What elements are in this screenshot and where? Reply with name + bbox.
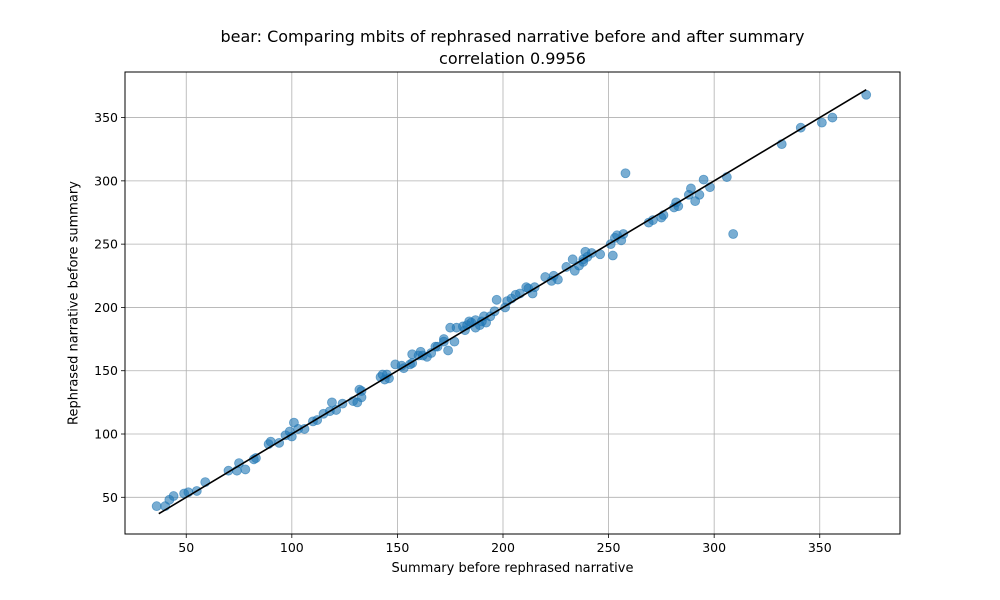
- data-point: [686, 183, 696, 194]
- x-tick-label: 300: [702, 540, 726, 555]
- x-tick-label: 150: [385, 540, 409, 555]
- data-point: [567, 254, 578, 265]
- data-point: [607, 250, 618, 261]
- chart-subtitle: correlation 0.9956: [439, 49, 586, 68]
- y-tick-label: 100: [94, 427, 118, 442]
- data-point: [327, 397, 337, 408]
- y-tick-label: 50: [102, 490, 118, 505]
- data-points: [151, 89, 872, 512]
- data-point: [620, 168, 631, 179]
- y-tick-label: 200: [94, 300, 118, 315]
- data-point: [491, 294, 502, 305]
- x-tick-label: 200: [491, 540, 515, 555]
- data-point: [151, 501, 162, 512]
- data-point: [728, 229, 739, 239]
- data-point: [240, 464, 251, 475]
- y-tick-label: 150: [94, 363, 118, 378]
- grid: [125, 72, 900, 534]
- x-tick-label: 250: [597, 540, 621, 555]
- y-tick-label: 300: [94, 173, 118, 188]
- y-axis-label: Rephrased narrative before summary: [66, 181, 82, 425]
- y-tick-label: 350: [94, 110, 118, 125]
- y-tick-label: 250: [94, 237, 118, 252]
- data-point: [168, 491, 179, 501]
- data-point: [698, 174, 709, 185]
- x-tick-label: 50: [178, 540, 194, 555]
- fit-line-layer: [158, 89, 867, 515]
- x-axis-label: Summary before rephrased narrative: [391, 561, 634, 576]
- plot-frame: [124, 71, 901, 535]
- chart-title: bear: Comparing mbits of rephrased narra…: [220, 27, 805, 46]
- fit-line: [158, 89, 867, 515]
- data-point: [827, 112, 838, 123]
- x-tick-label: 350: [808, 540, 832, 555]
- data-point: [816, 117, 827, 128]
- axis-ticks: 50 100 150 200 250 300 350 50 100 150 200 250 300 350: [94, 110, 832, 555]
- x-tick-label: 100: [280, 540, 304, 555]
- data-point: [443, 345, 453, 356]
